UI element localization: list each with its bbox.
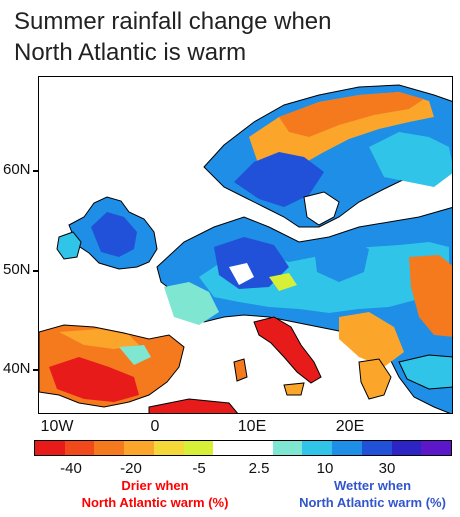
colorbar-label: 2.5 (248, 460, 270, 477)
map-title: Summer rainfall change when North Atlant… (14, 6, 454, 68)
region-light-patch-2 (269, 273, 297, 291)
colorbar-label: 30 (378, 460, 396, 477)
region-sicily (283, 382, 305, 396)
colorbar-segment (272, 441, 303, 455)
colorbar-segment (332, 441, 362, 455)
region-iberia-north (59, 329, 139, 349)
region-scandinavia-north (279, 92, 424, 137)
lat-tick (33, 170, 39, 172)
region-greece (358, 358, 392, 400)
region-italy (253, 316, 322, 384)
region-germany-wet (214, 237, 289, 289)
map-graphic (39, 84, 452, 413)
lon-label-10w: 10W (40, 418, 74, 435)
colorbar-segment (361, 441, 392, 455)
region-balkans-dry (339, 312, 404, 367)
colorbar-label: 10 (316, 460, 334, 477)
lon-label-10e: 10E (237, 418, 267, 435)
lat-label-40n: 40N (3, 360, 31, 377)
region-britain-core (91, 212, 137, 257)
drier-note-line-2: North Atlantic warm (%) (81, 495, 229, 510)
colorbar-label: -5 (192, 460, 206, 477)
colorbar-label: -20 (120, 460, 142, 477)
colorbar-segment (124, 441, 154, 455)
colorbar-segment (64, 441, 95, 455)
title-line-2: North Atlantic is warm (14, 39, 247, 66)
colorbar-label: -40 (60, 460, 82, 477)
region-finland (369, 132, 452, 187)
region-east-dry (409, 255, 452, 337)
europe-rainfall-map (38, 76, 453, 414)
region-turkey (398, 354, 452, 390)
colorbar-segment (421, 441, 452, 455)
colorbar (34, 440, 452, 456)
colorbar-segment (213, 441, 244, 455)
region-france-mixed (164, 282, 219, 325)
lat-label-60n: 60N (3, 161, 31, 178)
wetter-note: Wetter when North Atlantic warm (%) (285, 477, 460, 511)
region-baltic-sea (303, 191, 340, 226)
colorbar-segment (243, 441, 273, 455)
wetter-note-line-1: Wetter when (333, 478, 412, 493)
region-iberia-dry (49, 357, 139, 402)
region-north-africa (148, 398, 238, 413)
colorbar-segment (183, 441, 214, 455)
region-light-patch-1 (229, 263, 254, 285)
lon-label-0: 0 (150, 418, 160, 435)
region-ireland (56, 231, 82, 260)
colorbar-segment (153, 441, 184, 455)
colorbar-segment (35, 441, 65, 455)
lat-label-50n: 50N (3, 261, 31, 278)
wetter-note-line-2: North Atlantic warm (%) (299, 495, 446, 510)
lon-label-20e: 20E (335, 418, 365, 435)
drier-note: Drier when North Atlantic warm (%) (60, 477, 250, 511)
region-north-sea-blank (159, 187, 204, 217)
lat-tick (33, 270, 39, 272)
region-iberia-light (119, 345, 151, 365)
lat-tick (33, 369, 39, 371)
drier-note-line-1: Drier when (121, 478, 189, 493)
region-poland-wet (314, 239, 369, 282)
colorbar-segment (94, 441, 125, 455)
region-scandinavia-inner (234, 152, 324, 207)
colorbar-segment (391, 441, 422, 455)
colorbar-segment (302, 441, 333, 455)
region-sardinia (233, 358, 248, 382)
title-line-1: Summer rainfall change when (14, 8, 332, 35)
